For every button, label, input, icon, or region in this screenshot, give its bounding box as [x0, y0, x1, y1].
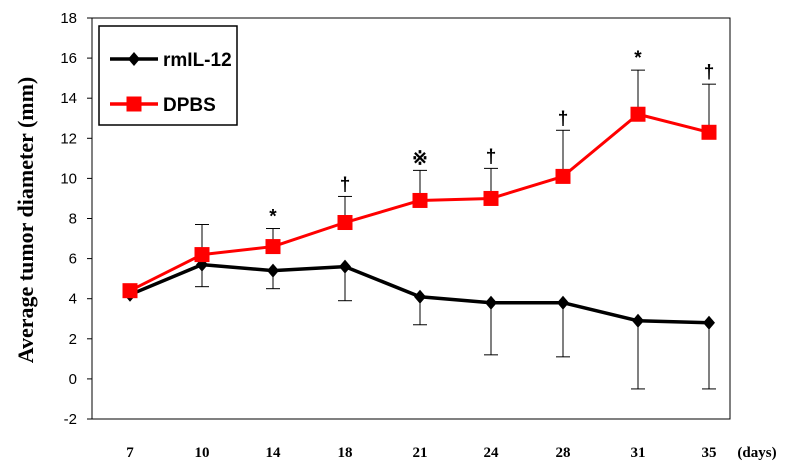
significance-annotations: * † ※ † † * † — [269, 48, 714, 227]
legend: rmIL-12 DPBS — [98, 25, 238, 126]
data-point-diamond — [267, 263, 279, 278]
y-tick-label: 12 — [60, 130, 77, 147]
significance-marker: ※ — [412, 148, 428, 169]
data-point-diamond — [557, 295, 569, 310]
legend-box — [98, 25, 238, 126]
y-tick-label: 8 — [69, 211, 77, 228]
y-tick-label: 18 — [60, 10, 77, 27]
y-tick-label: 10 — [60, 170, 77, 187]
significance-marker: * — [269, 207, 277, 228]
y-axis-label: Average tumor diameter (mm) — [13, 77, 38, 364]
data-point-square — [701, 124, 717, 140]
data-point-square — [483, 190, 499, 206]
x-tick-label: 35 — [702, 445, 717, 461]
series-markers — [122, 106, 717, 330]
data-point-diamond — [339, 259, 351, 274]
y-tick-label: 2 — [69, 331, 77, 348]
data-point-square — [412, 192, 428, 208]
data-point-diamond — [485, 295, 497, 310]
x-axis-unit-label: (days) — [737, 445, 776, 461]
data-point-square — [555, 168, 571, 184]
x-tick-label: 21 — [413, 445, 428, 461]
x-tick-label: 28 — [556, 445, 571, 461]
legend-label: rmIL-12 — [163, 50, 232, 71]
legend-marker-diamond — [128, 52, 140, 66]
data-point-square — [630, 106, 646, 122]
data-point-diamond — [703, 315, 715, 330]
x-tick-label: 7 — [126, 445, 134, 461]
legend-label: DPBS — [163, 95, 216, 116]
data-point-square — [194, 247, 210, 263]
data-point-square — [337, 215, 353, 231]
significance-marker: † — [704, 62, 715, 83]
y-tick-label: -2 — [64, 411, 77, 428]
y-tick-labels: -2 0 2 4 6 8 10 12 14 16 18 — [60, 10, 77, 428]
x-tick-label: 10 — [195, 445, 210, 461]
data-point-diamond — [414, 289, 426, 304]
significance-marker: * — [634, 48, 642, 69]
x-tick-label: 14 — [266, 445, 282, 461]
y-tick-label: 6 — [69, 251, 77, 268]
x-tick-label: 24 — [484, 445, 500, 461]
y-tick-label: 14 — [60, 90, 77, 107]
y-tick-label: 16 — [60, 50, 77, 67]
significance-marker: † — [486, 146, 497, 167]
axes — [87, 17, 731, 420]
data-point-square — [265, 239, 281, 255]
data-point-diamond — [632, 313, 644, 328]
legend-marker-square — [126, 96, 142, 112]
significance-marker: † — [340, 174, 351, 195]
y-tick-label: 4 — [69, 291, 77, 308]
y-tick-label: 0 — [69, 371, 77, 388]
x-tick-label: 31 — [631, 445, 646, 461]
x-tick-label: 18 — [338, 445, 353, 461]
x-tick-labels: 7 10 14 18 21 24 28 31 35 — [126, 445, 716, 461]
data-point-square — [122, 283, 138, 299]
significance-marker: † — [558, 108, 569, 129]
